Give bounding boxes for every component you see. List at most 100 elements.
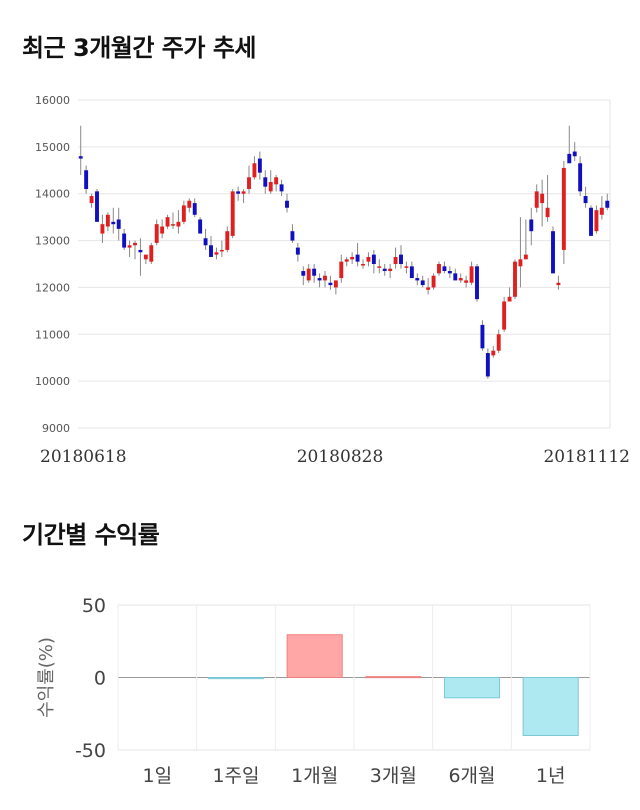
returns-bar-chart: -50 0 50 1일 1주일 1개월 3개월 6개월 1년 수익률(%) [36,595,591,787]
returns-x-tick-label: 1주일 [212,765,259,787]
candle-body [502,301,507,330]
candle-body [285,200,289,208]
candle-body [415,278,420,281]
price-y-tick-label: 11000 [35,328,70,341]
candle-body [458,278,463,281]
candle-body [252,163,257,178]
candle-body [111,221,116,225]
returns-x-tick-label: 1년 [536,765,566,787]
candle-body [236,191,241,194]
candle-body [534,191,539,208]
returns-y-axis-label: 수익률(%) [36,637,57,718]
candle-body [312,268,317,276]
candle-body [274,177,279,185]
candle-body [496,334,501,351]
candle-body [453,273,458,281]
returns-bar [443,677,501,699]
candle-body [561,167,566,250]
candle-body [171,224,175,226]
candle-body [138,249,143,253]
returns-x-tick-label: 3개월 [370,765,417,787]
candle-body [295,247,300,255]
candle-body [78,156,83,159]
candle-body [513,261,517,297]
price-x-tick-label: 20180618 [40,447,127,467]
candle-body [409,266,414,279]
candle-body [328,282,333,286]
candle-body [149,245,154,262]
candle-body [589,207,593,236]
returns-chart-title: 기간별 수익률 [22,521,160,549]
candle-body [143,254,148,260]
price-candlestick-chart: 9000 10000 11000 12000 13000 14000 15000 16000 2… [35,94,630,467]
candle-body [420,280,425,286]
price-x-tick-label: 20180828 [297,447,384,467]
candle-body [241,191,246,194]
price-y-tick-label: 13000 [35,235,70,248]
candle-body [366,256,371,262]
candle-body [176,221,181,227]
returns-y-tick-label: 50 [82,595,106,617]
candle-body [361,264,365,266]
candle-body [263,177,268,187]
candle-body [301,271,306,276]
candle-body [431,275,436,288]
candle-body [475,266,479,300]
candle-body [545,207,550,218]
price-y-tick-label: 10000 [35,375,70,388]
candle-body [437,264,441,274]
candle-body [388,268,393,272]
candle-body [100,224,105,234]
candle-body [464,280,469,283]
candle-body [323,275,327,281]
candle-body [485,353,490,377]
candle-body [257,158,262,173]
price-y-tick-label: 12000 [35,281,70,294]
candle-body [556,282,561,286]
candle-body [447,271,452,274]
returns-bar [207,677,265,680]
candle-body [219,249,224,252]
candle-body [572,151,577,157]
candle-body [306,268,311,281]
candle-body [480,324,485,349]
candle-body [268,182,273,192]
candle-body [154,224,159,243]
price-x-tick-label: 20181112 [543,447,630,467]
candle-body [377,266,382,268]
candle-body [469,266,474,283]
candle-body [225,231,230,250]
returns-bar [365,676,422,679]
candle-body [399,254,403,264]
candle-body [181,205,186,222]
candle-body [214,252,219,255]
candle-body [290,231,295,241]
returns-x-tick-label: 1개월 [291,765,338,787]
candle-body [122,233,127,248]
candle-body [355,254,360,262]
candle-body [209,245,213,257]
candle-body [165,217,170,227]
returns-y-tick-label: 0 [94,668,106,690]
returns-bar [286,634,343,678]
candle-body [344,259,349,262]
candle-body [333,280,338,288]
candle-body [133,242,137,246]
candle-body [567,153,572,164]
candle-body [523,254,528,260]
candle-body [382,268,387,272]
returns-bar [522,677,579,736]
candle-body [599,207,604,215]
candle-body [540,193,545,204]
candle-body [393,256,398,264]
candle-body [116,219,121,229]
candle-body [426,287,431,290]
candle-body [84,170,89,190]
candle-body [404,266,409,268]
candle-body [192,203,197,215]
candle-body [350,256,355,260]
candle-body [203,238,208,246]
returns-x-tick-label: 1일 [143,765,173,787]
price-y-tick-label: 15000 [35,141,70,154]
candle-body [127,245,132,248]
